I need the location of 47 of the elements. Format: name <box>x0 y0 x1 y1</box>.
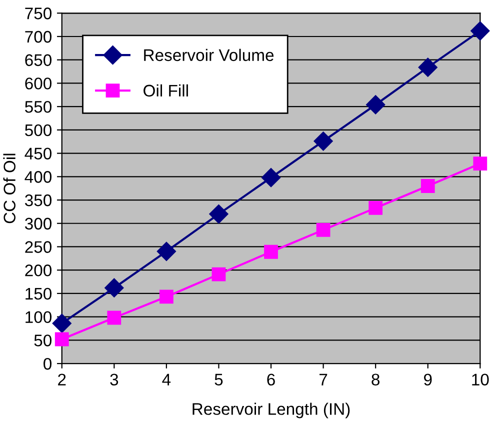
y-tick-label: 100 <box>26 311 52 324</box>
x-axis-title: Reservoir Length (IN) <box>192 402 350 418</box>
x-tick-label: 5 <box>214 374 223 386</box>
y-tick-label: 400 <box>24 171 52 183</box>
point <box>264 244 278 259</box>
point <box>107 310 122 325</box>
point <box>160 290 174 304</box>
point <box>209 204 228 224</box>
point <box>156 242 176 261</box>
y-tick-label: 450 <box>24 148 52 160</box>
point <box>316 222 330 237</box>
point <box>420 179 435 193</box>
x-tick-label: 6 <box>267 374 275 386</box>
point <box>52 314 72 333</box>
point <box>314 132 333 151</box>
legend-label: Reservoir Volume <box>144 48 274 62</box>
x-tick-label: 9 <box>424 374 432 386</box>
point <box>366 95 386 114</box>
point <box>212 267 226 282</box>
x-tick-label: 10 <box>472 374 489 386</box>
y-tick-label: 600 <box>25 78 52 90</box>
y-tick-label: 350 <box>24 194 52 206</box>
x-tick-label: 3 <box>110 374 118 386</box>
y-tick-label: 200 <box>25 264 52 276</box>
y-tick-label: 500 <box>25 124 52 136</box>
legend-label: Oil Fill <box>144 84 188 97</box>
y-tick-label: 650 <box>25 54 52 66</box>
point <box>261 168 281 188</box>
y-tick-label: 150 <box>26 288 52 300</box>
point <box>418 58 438 77</box>
x-tick-label: 7 <box>320 374 328 386</box>
y-tick-label: 700 <box>25 30 52 43</box>
y-tick-label: 50 <box>34 334 52 346</box>
point <box>368 201 383 215</box>
point <box>104 278 124 298</box>
y-tick-label: 550 <box>25 100 52 113</box>
x-tick-label: 2 <box>58 374 66 386</box>
x-tick-label: 4 <box>162 374 171 386</box>
point <box>473 156 488 171</box>
x-tick-label: 8 <box>372 374 380 386</box>
y-axis-title: CC Of Oil <box>3 154 16 224</box>
y-tick-label: 750 <box>25 8 52 20</box>
y-tick-label: 0 <box>44 358 52 370</box>
y-tick-label: 300 <box>24 218 52 230</box>
point <box>54 332 69 346</box>
point <box>470 21 490 40</box>
y-tick-label: 250 <box>25 241 52 253</box>
